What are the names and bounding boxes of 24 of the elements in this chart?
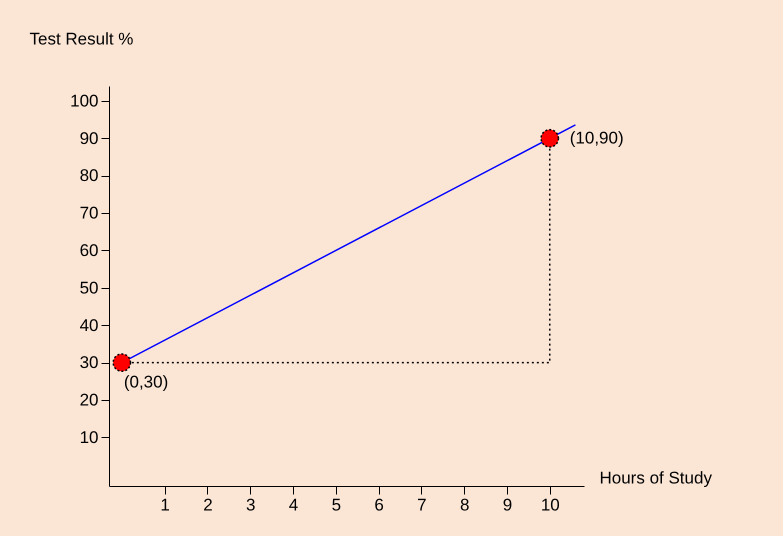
y-tick-label: 70 [80, 204, 98, 223]
x-tick-label: 6 [374, 496, 384, 514]
y-tick-label: 10 [80, 428, 98, 447]
x-tick-label: 3 [246, 496, 256, 514]
y-tick-label: 30 [80, 353, 98, 372]
x-tick-label: 10 [540, 496, 560, 514]
y-axis-title: Test Result % [30, 30, 134, 48]
x-tick-label: 7 [417, 496, 427, 514]
x-tick-label: 2 [203, 496, 213, 514]
y-tick-label: 50 [80, 278, 98, 298]
x-axis-title: Hours of Study [600, 468, 712, 488]
x-tick-label: 5 [332, 496, 342, 514]
y-tick-label: 20 [80, 390, 98, 410]
y-tick-label: 90 [80, 128, 98, 148]
x-tick-label: 1 [160, 496, 170, 514]
annotation: (0,30) [124, 372, 168, 392]
annotation: (10,90) [570, 128, 624, 148]
y-tick-label: 60 [80, 240, 98, 260]
x-tick-label: 4 [288, 496, 298, 514]
x-tick-label: 8 [460, 496, 470, 514]
y-tick-label: 40 [80, 316, 98, 335]
x-tick-label: 9 [502, 496, 512, 514]
y-tick-label: 80 [80, 166, 98, 186]
y-tick-label: 100 [70, 91, 98, 110]
